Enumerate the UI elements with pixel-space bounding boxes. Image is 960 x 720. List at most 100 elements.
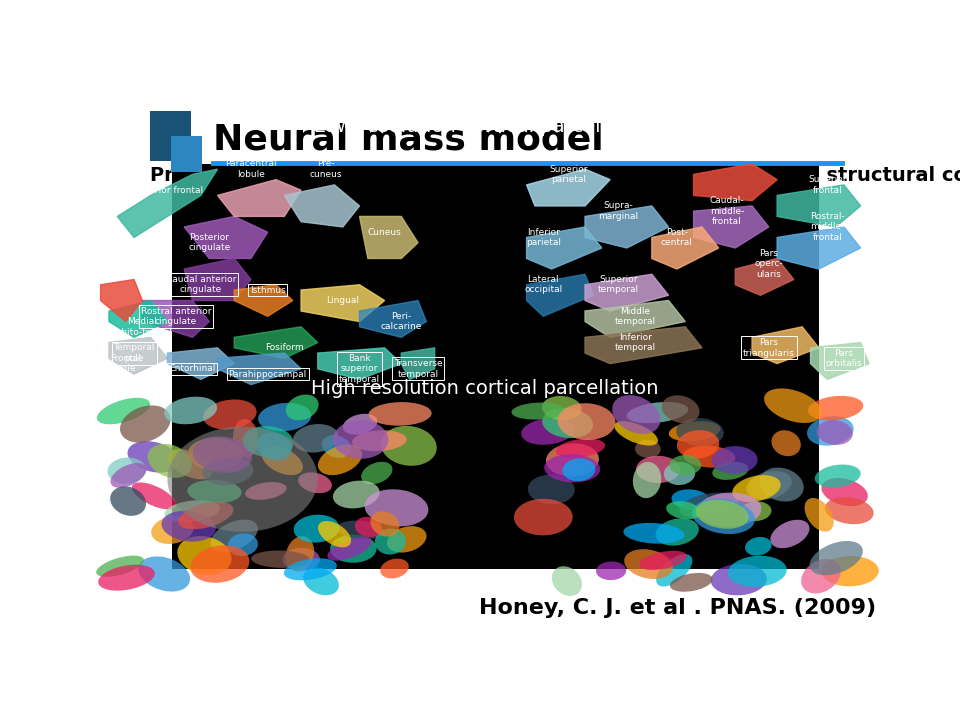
Text: Low resolution cortical parcellation: Low resolution cortical parcellation xyxy=(314,117,656,135)
Ellipse shape xyxy=(747,471,792,500)
Polygon shape xyxy=(735,258,794,295)
Bar xyxy=(171,136,202,172)
Ellipse shape xyxy=(669,421,720,441)
Ellipse shape xyxy=(322,435,351,458)
Ellipse shape xyxy=(387,526,426,552)
Ellipse shape xyxy=(635,440,660,458)
Ellipse shape xyxy=(521,418,574,445)
Ellipse shape xyxy=(361,462,393,484)
Bar xyxy=(172,164,819,569)
Ellipse shape xyxy=(514,499,573,536)
Ellipse shape xyxy=(294,515,340,543)
Polygon shape xyxy=(752,327,819,364)
Text: Pars
triangularis: Pars triangularis xyxy=(743,338,795,358)
Ellipse shape xyxy=(663,462,695,485)
Ellipse shape xyxy=(303,567,339,595)
Ellipse shape xyxy=(318,444,362,475)
Text: Caudal anterior
cingulate: Caudal anterior cingulate xyxy=(166,275,236,294)
Ellipse shape xyxy=(148,444,192,478)
Polygon shape xyxy=(234,327,318,359)
Text: Frontal
pole: Frontal pole xyxy=(110,354,141,373)
Text: B: B xyxy=(84,379,101,400)
Text: Inferior
temporal: Inferior temporal xyxy=(614,333,656,352)
Ellipse shape xyxy=(108,457,146,484)
Ellipse shape xyxy=(190,545,250,582)
Ellipse shape xyxy=(809,541,863,575)
Ellipse shape xyxy=(210,520,258,552)
Ellipse shape xyxy=(728,556,787,587)
Text: Post-
central: Post- central xyxy=(660,228,693,247)
Polygon shape xyxy=(527,274,593,316)
Polygon shape xyxy=(218,353,301,384)
Ellipse shape xyxy=(817,420,852,445)
Polygon shape xyxy=(142,300,209,337)
Text: Pars
orbitalis: Pars orbitalis xyxy=(826,348,862,368)
Ellipse shape xyxy=(286,395,319,420)
Ellipse shape xyxy=(203,458,253,485)
Ellipse shape xyxy=(337,521,384,539)
Text: Neural mass model: Neural mass model xyxy=(213,122,604,156)
Ellipse shape xyxy=(333,481,379,508)
Ellipse shape xyxy=(138,557,190,592)
Polygon shape xyxy=(109,300,167,337)
Polygon shape xyxy=(284,185,359,227)
Ellipse shape xyxy=(96,556,144,577)
Ellipse shape xyxy=(284,558,337,580)
Text: Honey, C. J. et al . PNAS. (2009): Honey, C. J. et al . PNAS. (2009) xyxy=(479,598,876,618)
Ellipse shape xyxy=(512,402,566,420)
Ellipse shape xyxy=(381,426,437,466)
Ellipse shape xyxy=(546,444,599,477)
Ellipse shape xyxy=(692,498,755,534)
Ellipse shape xyxy=(343,414,377,435)
Ellipse shape xyxy=(822,478,868,506)
Text: Lingual: Lingual xyxy=(326,296,359,305)
Polygon shape xyxy=(301,284,385,322)
Ellipse shape xyxy=(286,536,314,572)
Ellipse shape xyxy=(120,405,171,443)
Ellipse shape xyxy=(804,498,833,531)
Ellipse shape xyxy=(167,427,318,532)
Ellipse shape xyxy=(807,396,863,420)
Ellipse shape xyxy=(711,446,757,474)
Ellipse shape xyxy=(671,490,710,510)
Ellipse shape xyxy=(759,467,804,502)
Text: Rostral anterior
cingulate: Rostral anterior cingulate xyxy=(140,307,211,326)
Ellipse shape xyxy=(257,433,292,461)
Polygon shape xyxy=(778,227,860,269)
Ellipse shape xyxy=(245,482,286,500)
Ellipse shape xyxy=(639,551,686,570)
Text: Inferior
parietal: Inferior parietal xyxy=(526,228,561,247)
Ellipse shape xyxy=(544,454,600,482)
Ellipse shape xyxy=(696,500,749,528)
Polygon shape xyxy=(184,217,268,258)
Bar xyxy=(150,112,191,161)
Ellipse shape xyxy=(542,396,582,420)
Polygon shape xyxy=(184,258,251,300)
Ellipse shape xyxy=(369,402,432,426)
Polygon shape xyxy=(109,337,167,374)
Ellipse shape xyxy=(178,536,231,575)
Ellipse shape xyxy=(293,424,339,453)
Text: Pars
operc-
ularis: Pars operc- ularis xyxy=(755,249,783,279)
Polygon shape xyxy=(167,348,234,379)
Polygon shape xyxy=(527,169,611,206)
Ellipse shape xyxy=(128,441,180,472)
Polygon shape xyxy=(527,227,602,269)
Text: Bank
superior
temporal: Bank superior temporal xyxy=(339,354,380,384)
Ellipse shape xyxy=(188,438,243,470)
Ellipse shape xyxy=(612,395,660,434)
Ellipse shape xyxy=(365,490,428,526)
Ellipse shape xyxy=(822,556,878,586)
Polygon shape xyxy=(234,284,293,316)
Ellipse shape xyxy=(552,566,582,596)
Ellipse shape xyxy=(732,475,780,502)
Ellipse shape xyxy=(627,402,688,423)
Ellipse shape xyxy=(262,446,303,475)
Ellipse shape xyxy=(333,420,389,459)
Ellipse shape xyxy=(233,419,258,457)
Ellipse shape xyxy=(563,459,595,481)
Ellipse shape xyxy=(164,397,217,424)
Ellipse shape xyxy=(327,537,372,561)
Ellipse shape xyxy=(282,548,320,571)
Ellipse shape xyxy=(110,487,146,516)
